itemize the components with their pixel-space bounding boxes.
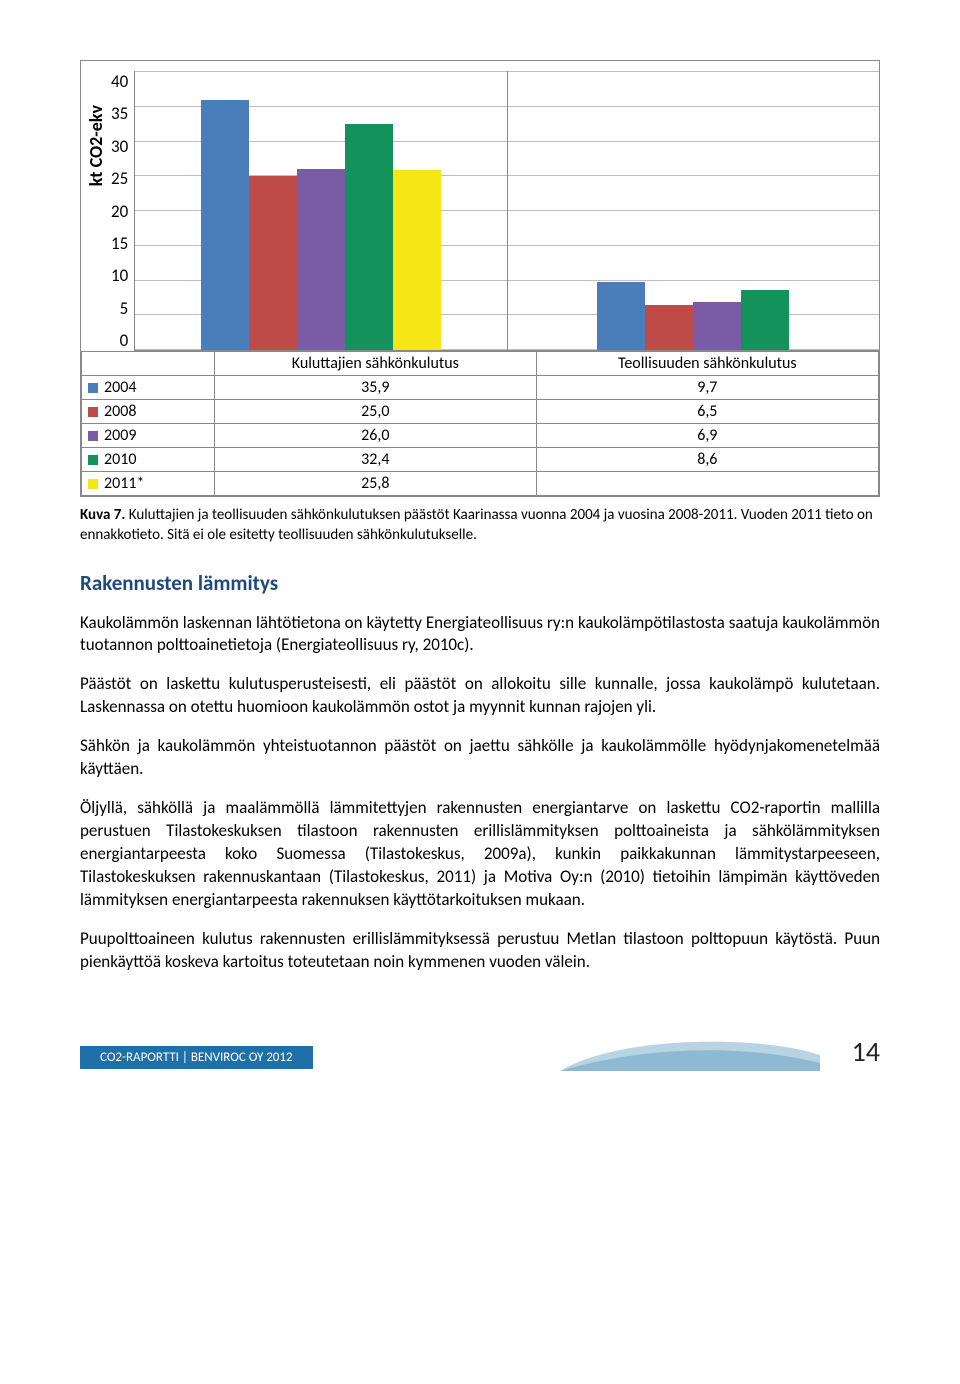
bar [741, 290, 789, 350]
bar-chart: kt CO2-ekv 40 35 30 25 20 15 10 5 0 Kuluttajien … [80, 60, 880, 497]
bar [393, 170, 441, 350]
series-label: 2011* [104, 474, 144, 493]
paragraph: Päästöt on laskettu kulutusperusteisesti… [80, 673, 880, 719]
table-cell: 6,5 [536, 400, 878, 424]
bar [249, 176, 297, 350]
table-column-header: Teollisuuden sähkönkulutus [536, 352, 878, 376]
bar [201, 100, 249, 350]
table-cell [536, 472, 878, 496]
bar-group [508, 71, 879, 350]
y-tick: 0 [120, 330, 129, 351]
body-text: Kaukolämmön laskennan lähtötietona on kä… [80, 612, 880, 974]
bar [345, 124, 393, 350]
paragraph: Öljyllä, sähköllä ja maalämmöllä lämmite… [80, 797, 880, 912]
y-tick: 20 [111, 201, 128, 222]
series-label: 2010 [104, 450, 136, 469]
legend-swatch [88, 407, 98, 417]
y-axis-ticks: 40 35 30 25 20 15 10 5 0 [111, 71, 134, 351]
table-cell: 35,9 [215, 376, 537, 400]
footer-swoosh [560, 1035, 820, 1071]
document-page: kt CO2-ekv 40 35 30 25 20 15 10 5 0 Kuluttajien … [0, 0, 960, 1109]
y-tick: 25 [111, 168, 128, 189]
bar-group [135, 71, 507, 350]
y-tick: 10 [111, 265, 128, 286]
figure-caption-bold: Kuva 7. [80, 506, 129, 524]
y-tick: 30 [111, 136, 128, 157]
page-footer: CO2-RAPORTTI | BENVIROC OY 2012 14 [80, 1034, 880, 1069]
legend-swatch [88, 383, 98, 393]
legend-swatch [88, 431, 98, 441]
y-tick: 15 [111, 233, 128, 254]
table-cell: 9,7 [536, 376, 878, 400]
section-heading: Rakennusten lämmitys [80, 570, 880, 596]
page-number: 14 [852, 1034, 880, 1069]
figure-caption: Kuva 7. Kuluttajien ja teollisuuden sähk… [80, 505, 880, 546]
paragraph: Kaukolämmön laskennan lähtötietona on kä… [80, 612, 880, 658]
y-tick: 5 [120, 298, 129, 319]
table-cell: 6,9 [536, 424, 878, 448]
y-axis-label: kt CO2-ekv [81, 105, 111, 186]
table-cell: 32,4 [215, 448, 537, 472]
table-cell: 25,0 [215, 400, 537, 424]
footer-badge: CO2-RAPORTTI | BENVIROC OY 2012 [80, 1046, 313, 1069]
y-tick: 40 [111, 71, 128, 92]
y-tick: 35 [111, 103, 128, 124]
table-column-header: Kuluttajien sähkönkulutus [215, 352, 537, 376]
table-cell: 26,0 [215, 424, 537, 448]
plot-area [134, 71, 879, 351]
table-cell: 25,8 [215, 472, 537, 496]
bar [693, 302, 741, 350]
series-label: 2008 [104, 402, 136, 421]
bar [645, 305, 693, 350]
paragraph: Puupolttoaineen kulutus rakennusten eril… [80, 928, 880, 974]
chart-data-table: Kuluttajien sähkönkulutusTeollisuuden sä… [81, 351, 879, 496]
paragraph: Sähkön ja kaukolämmön yhteistuotannon pä… [80, 735, 880, 781]
bar [297, 169, 345, 350]
bar [597, 282, 645, 350]
table-cell: 8,6 [536, 448, 878, 472]
legend-swatch [88, 455, 98, 465]
series-label: 2009 [104, 426, 136, 445]
legend-swatch [88, 479, 98, 489]
series-label: 2004 [104, 378, 136, 397]
